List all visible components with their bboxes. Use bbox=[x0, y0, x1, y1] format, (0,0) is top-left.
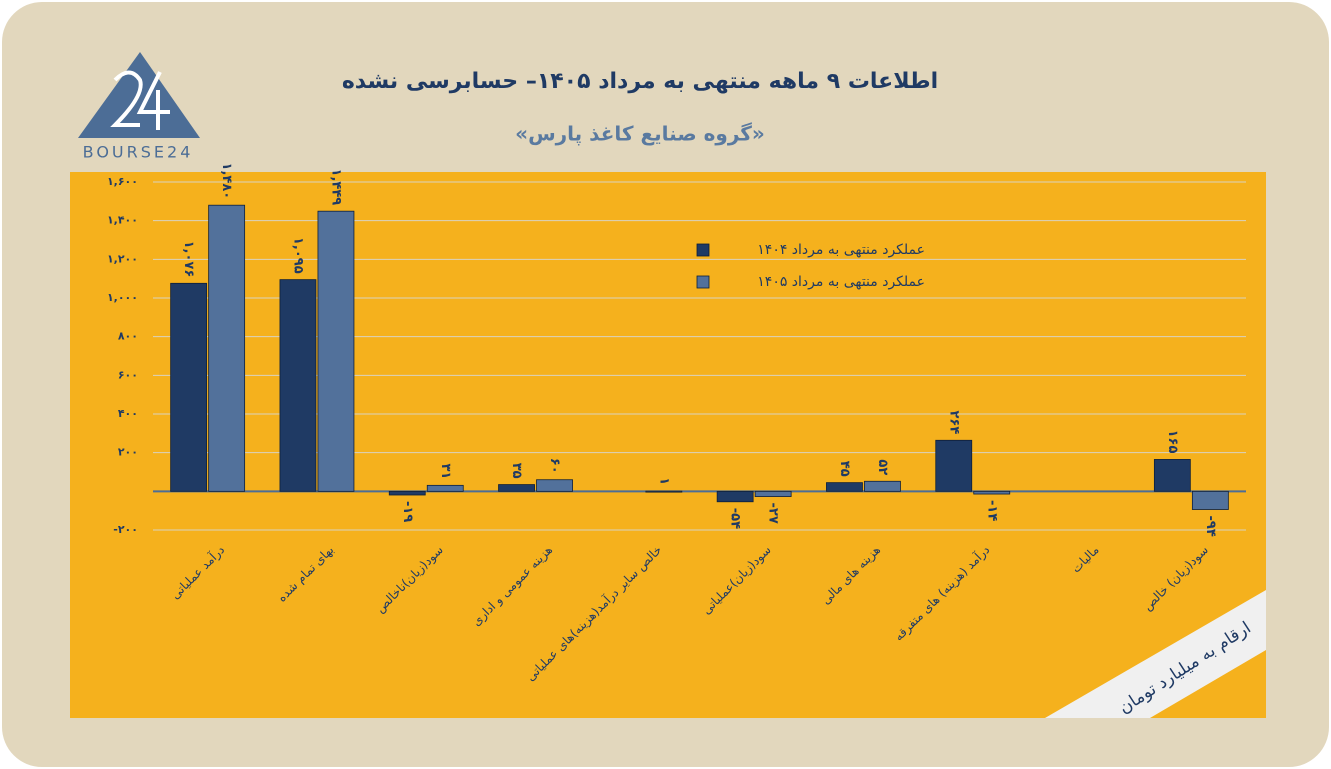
legend-swatch bbox=[696, 243, 710, 257]
logo: BOURSE24 bbox=[78, 52, 200, 162]
value-label: -۲۷ bbox=[766, 503, 781, 524]
value-label: ۱,۰۷۶ bbox=[181, 241, 196, 278]
y-tick-label: ۱,۶۰۰ bbox=[107, 175, 138, 188]
value-label: ۱,۰۹۵ bbox=[290, 237, 305, 274]
bar bbox=[426, 484, 464, 492]
logo-mark bbox=[110, 70, 170, 130]
bar bbox=[973, 490, 1011, 495]
legend-label: عملکرد منتهی به مرداد ۱۴۰۵ bbox=[757, 274, 925, 290]
y-tick-label: ۱,۴۰۰ bbox=[107, 214, 138, 227]
value-label: ۲۶۴ bbox=[946, 410, 961, 434]
value-label: ۱۶۵ bbox=[1165, 430, 1180, 454]
y-tick-label: ۶۰۰ bbox=[118, 368, 138, 381]
bar bbox=[536, 479, 573, 492]
value-label: ۳۱ bbox=[438, 463, 453, 479]
value-label: ۱,۴۴۹ bbox=[328, 169, 343, 206]
bar bbox=[498, 484, 535, 492]
bar bbox=[279, 279, 317, 492]
value-label: ۳۵ bbox=[509, 463, 524, 479]
value-label: ۱ bbox=[656, 477, 671, 485]
chart-title: اطلاعات ۹ ماهه منتهی به مرداد ۱۴۰۵– حساب… bbox=[342, 69, 938, 94]
value-label: ۶۰ bbox=[547, 458, 562, 474]
bar bbox=[1153, 459, 1191, 492]
note-corner bbox=[1150, 650, 1266, 718]
bar bbox=[935, 439, 973, 492]
y-tick-label: ۴۰۰ bbox=[118, 407, 138, 420]
value-label: -۵۴ bbox=[728, 508, 743, 529]
bar bbox=[716, 490, 754, 503]
y-tick-label: ۲۰۰ bbox=[118, 446, 138, 459]
bar bbox=[1191, 490, 1229, 510]
value-label: -۹۴ bbox=[1203, 516, 1218, 537]
logo-text: BOURSE24 bbox=[83, 143, 194, 162]
bar bbox=[208, 204, 246, 492]
value-label: -۱۴ bbox=[984, 500, 999, 521]
y-tick-label: ۱,۲۰۰ bbox=[107, 252, 138, 265]
value-label: ۴۵ bbox=[837, 461, 852, 477]
bar bbox=[754, 490, 792, 497]
y-tick-label: ۸۰۰ bbox=[118, 330, 138, 343]
bar bbox=[645, 490, 683, 493]
value-label: -۱۹ bbox=[400, 501, 415, 522]
bar bbox=[170, 282, 208, 492]
legend-swatch bbox=[696, 275, 710, 289]
bar bbox=[317, 210, 355, 492]
legend-label: عملکرد منتهی به مرداد ۱۴۰۴ bbox=[757, 242, 925, 258]
y-tick-label: ۱,۰۰۰ bbox=[107, 291, 138, 304]
value-label: ۵۲ bbox=[875, 459, 890, 475]
value-label: ۱,۴۸۰ bbox=[219, 163, 234, 200]
bar bbox=[826, 482, 863, 492]
bar bbox=[864, 480, 901, 492]
chart-panel bbox=[70, 172, 1266, 718]
bar bbox=[388, 490, 426, 496]
chart-subtitle: «گروه صنایع کاغذ پارس» bbox=[515, 122, 765, 147]
y-tick-label: -۲۰۰ bbox=[113, 523, 138, 536]
